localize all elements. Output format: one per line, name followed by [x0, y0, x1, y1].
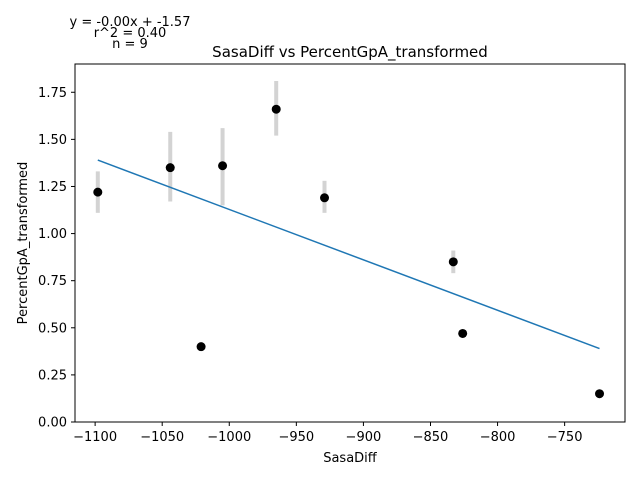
x-tick-label: −1000 [207, 430, 251, 445]
y-axis-label: PercentGpA_transformed [16, 162, 31, 325]
y-tick-label: 0.25 [38, 368, 67, 383]
y-tick-label: 1.25 [38, 180, 67, 195]
y-axis-ticks: 0.00 0.25 0.50 0.75 1.00 1.25 1.50 1.75 [38, 86, 75, 431]
annotation-r-squared: r^2 = 0.40 [94, 26, 167, 41]
data-point [595, 389, 605, 399]
data-point [93, 187, 103, 197]
y-tick-label: 1.50 [38, 133, 67, 148]
annotation-equation: y = -0.00x + -1.57 [70, 15, 191, 30]
x-axis-ticks: −1100 −1050 −1000 −950 −900 −850 −800 −750 [73, 422, 582, 445]
x-tick-label: −1050 [140, 430, 184, 445]
plot-marks [93, 80, 605, 399]
y-tick-label: 0.50 [38, 321, 67, 336]
data-point [218, 161, 228, 171]
data-point [165, 163, 175, 173]
y-tick-label: 0.75 [38, 274, 67, 289]
data-point [271, 104, 281, 114]
data-point [458, 328, 468, 338]
plot-frame [74, 63, 626, 423]
x-tick-label: −950 [278, 430, 314, 445]
data-point [196, 342, 206, 352]
x-tick-label: −1100 [73, 430, 117, 445]
data-point [320, 193, 330, 203]
chart-title: SasaDiff vs PercentGpA_transformed [212, 43, 488, 62]
data-point [448, 257, 458, 267]
annotation-n: n = 9 [112, 37, 148, 52]
regression-line [97, 159, 600, 350]
y-tick-label: 1.75 [38, 86, 67, 101]
x-tick-label: −750 [547, 430, 583, 445]
x-tick-label: −850 [413, 430, 449, 445]
y-tick-label: 0.00 [38, 416, 67, 431]
x-tick-label: −800 [480, 430, 516, 445]
x-tick-label: −900 [346, 430, 382, 445]
y-tick-label: 1.00 [38, 227, 67, 242]
x-axis-label: SasaDiff [323, 451, 378, 466]
